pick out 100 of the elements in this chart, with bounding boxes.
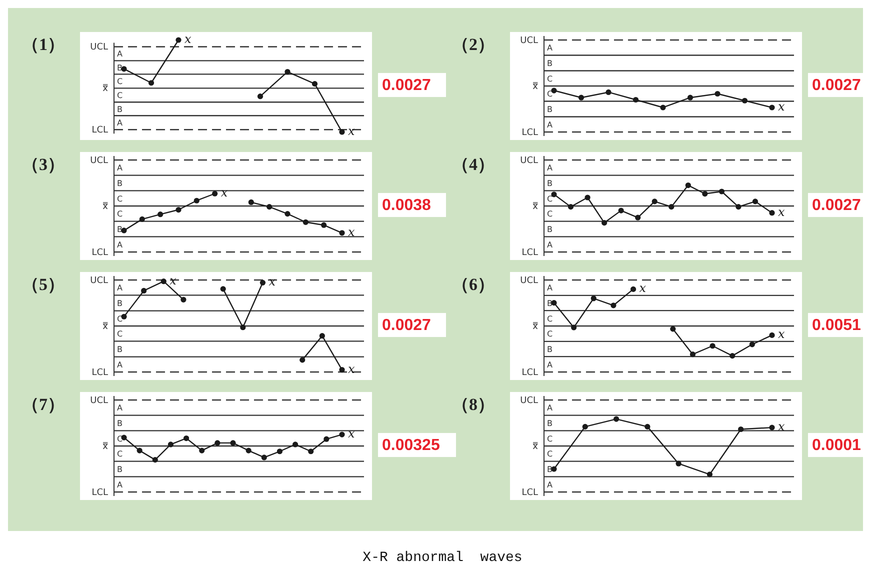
text: A (117, 164, 123, 173)
ref-line-label: LCL (522, 128, 538, 138)
point (769, 424, 775, 430)
point (148, 80, 154, 86)
chart-title: （2） (452, 35, 494, 54)
point (176, 37, 182, 43)
point (339, 432, 345, 438)
ref-line-label: UCL (90, 156, 108, 166)
point (136, 448, 142, 454)
point (660, 104, 666, 110)
ref-line-label: x̿ (102, 322, 109, 332)
ref-line-label: UCL (90, 42, 108, 53)
chart-title: （6） (452, 275, 494, 294)
ref-line-label: UCL (90, 396, 108, 406)
text: 0.0051 (812, 317, 862, 334)
ref-line-label: LCL (92, 126, 108, 136)
annotation: C (547, 434, 553, 444)
point (152, 457, 158, 463)
point (324, 436, 330, 442)
point (240, 324, 246, 330)
point (292, 442, 298, 448)
annotation: C (117, 434, 123, 444)
point (702, 190, 708, 197)
point (749, 342, 755, 348)
ref-line-label: UCL (520, 396, 538, 406)
point (551, 192, 557, 198)
annotation: A (117, 50, 123, 59)
point (246, 448, 252, 454)
chart-title: （7） (22, 395, 64, 414)
point (339, 366, 345, 373)
annotation: x (184, 32, 192, 46)
point (568, 204, 574, 210)
point (635, 214, 641, 220)
text: B (117, 465, 122, 474)
point (276, 448, 283, 454)
text: A (547, 404, 553, 413)
point (584, 194, 590, 200)
annotation: C (547, 194, 553, 204)
text: A (117, 240, 123, 250)
point (339, 230, 345, 236)
text: A (117, 480, 123, 490)
point (139, 216, 145, 222)
point (769, 332, 775, 338)
annotation: B (547, 299, 552, 308)
text: A (547, 44, 553, 53)
annotation: x (348, 426, 355, 441)
annotation: B (547, 105, 552, 114)
ref-line-label: UCL (520, 156, 538, 166)
annotation: B (547, 345, 552, 354)
text: B (117, 419, 122, 428)
point (676, 460, 682, 466)
point (714, 90, 720, 97)
ref-line-label: x̿ (102, 84, 109, 94)
point (194, 198, 200, 204)
text: A (547, 360, 553, 370)
text: A (547, 480, 553, 490)
text: 0.00325 (382, 437, 440, 454)
text: 0.0027 (812, 77, 862, 94)
text: X-R abnormal waves (362, 550, 522, 566)
text: C (547, 74, 553, 84)
point (230, 440, 236, 446)
point (321, 222, 327, 228)
ref-line-label: x̿ (102, 442, 109, 452)
ref-line-label: LCL (522, 248, 538, 258)
annotation: x (348, 224, 355, 239)
point (308, 448, 314, 454)
ref-line-label: x̿ (532, 82, 539, 92)
point (668, 204, 674, 210)
point (685, 182, 691, 188)
ref-line-label: UCL (520, 276, 538, 286)
point (644, 424, 650, 430)
text: 0.0027 (382, 77, 432, 94)
ref-line-label: UCL (520, 36, 538, 46)
point (730, 353, 736, 359)
point (606, 89, 612, 96)
chart-title: （8） (452, 395, 494, 414)
point (261, 454, 267, 460)
point (769, 104, 775, 110)
text: 0.0027 (382, 317, 432, 334)
point (736, 204, 742, 210)
point (183, 435, 190, 442)
annotation: C (547, 314, 553, 324)
point (257, 94, 264, 100)
annotation: C (547, 210, 553, 219)
annotation: B (547, 179, 552, 188)
annotation: x (778, 204, 785, 219)
ref-line-label: UCL (90, 276, 108, 286)
point (220, 286, 226, 292)
annotation: x (778, 327, 785, 342)
ref-line-label: x̿ (532, 202, 539, 212)
annotation: C (117, 314, 123, 324)
point (670, 326, 676, 332)
point (632, 96, 639, 103)
ref-line-label: LCL (92, 488, 108, 498)
text: 0.0038 (382, 197, 432, 214)
annotation: B (547, 465, 552, 474)
text: A (547, 120, 553, 130)
text: B (547, 225, 552, 234)
point (618, 208, 624, 214)
point (180, 296, 186, 302)
